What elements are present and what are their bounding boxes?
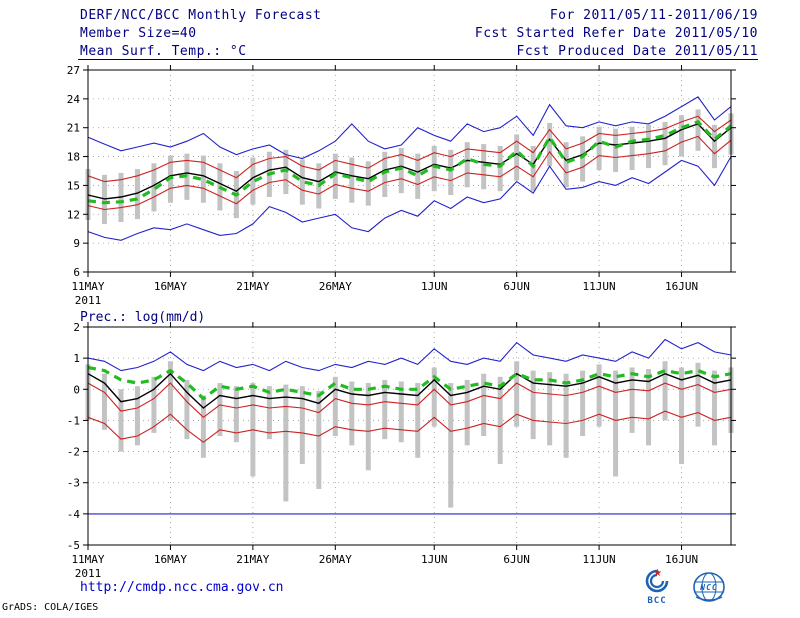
- svg-text:11MAY: 11MAY: [71, 280, 104, 293]
- svg-text:18: 18: [67, 151, 80, 164]
- source-url-link[interactable]: http://cmdp.ncc.cma.gov.cn: [80, 580, 284, 595]
- svg-text:16JUN: 16JUN: [665, 280, 698, 293]
- ncc-logo: NCC: [686, 571, 732, 607]
- svg-text:-2: -2: [67, 446, 80, 459]
- bcc-swirl-icon: [645, 568, 669, 593]
- svg-text:2011: 2011: [75, 294, 102, 307]
- variable-label: Mean Surf. Temp.: °C: [80, 44, 247, 59]
- svg-text:6: 6: [73, 266, 80, 279]
- member-size-label: Member Size=40: [80, 26, 197, 41]
- temperature-chart: 6 9 12 15 18 21 24 27 11MAY 16MAY 21MAY 26MAY 1JUN 6J…: [67, 64, 736, 307]
- svg-text:21MAY: 21MAY: [236, 280, 269, 293]
- svg-text:16MAY: 16MAY: [154, 553, 187, 566]
- svg-text:12: 12: [67, 208, 80, 221]
- svg-text:-1: -1: [67, 414, 80, 427]
- svg-text:21: 21: [67, 122, 80, 135]
- svg-text:-5: -5: [67, 539, 80, 552]
- svg-text:11JUN: 11JUN: [583, 553, 616, 566]
- svg-text:15: 15: [67, 179, 80, 192]
- svg-text:1JUN: 1JUN: [421, 280, 448, 293]
- svg-text:6JUN: 6JUN: [503, 553, 529, 566]
- svg-text:16MAY: 16MAY: [154, 280, 187, 293]
- svg-text:11MAY: 11MAY: [71, 553, 104, 566]
- svg-text:21MAY: 21MAY: [236, 553, 269, 566]
- svg-text:27: 27: [67, 64, 80, 77]
- svg-text:24: 24: [67, 93, 81, 106]
- grads-credit: GrADS: COLA/IGES: [2, 602, 99, 613]
- ncc-logo-text: NCC: [700, 583, 718, 592]
- precipitation-chart: -5 -4 -3 -2 -1 0 1 2 11MAY 16MAY 21MAY 26MAY 1JUN 6JU…: [67, 321, 736, 580]
- forecast-range-label: For 2011/05/11-2011/06/19: [549, 8, 758, 23]
- svg-text:26MAY: 26MAY: [319, 553, 352, 566]
- svg-text:-4: -4: [67, 508, 81, 521]
- svg-text:1JUN: 1JUN: [421, 553, 448, 566]
- fcst-started-label: Fcst Started Refer Date 2011/05/10: [474, 26, 758, 41]
- svg-text:0: 0: [73, 383, 80, 396]
- svg-text:11JUN: 11JUN: [583, 280, 616, 293]
- svg-text:9: 9: [73, 237, 80, 250]
- header-divider: [78, 59, 758, 60]
- svg-text:1: 1: [73, 352, 80, 365]
- page-title: DERF/NCC/BCC Monthly Forecast: [80, 8, 322, 23]
- svg-text:16JUN: 16JUN: [665, 553, 698, 566]
- precip-panel-label: Prec.: log(mm/d): [80, 310, 206, 325]
- svg-text:6JUN: 6JUN: [503, 280, 529, 293]
- svg-text:-3: -3: [67, 477, 80, 490]
- svg-text:26MAY: 26MAY: [319, 280, 352, 293]
- fcst-produced-label: Fcst Produced Date 2011/05/11: [516, 44, 758, 59]
- svg-text:2: 2: [73, 321, 80, 334]
- svg-text:2011: 2011: [75, 567, 102, 580]
- ncc-globe-icon: [693, 572, 725, 602]
- bcc-logo: BCC: [634, 568, 680, 606]
- bcc-logo-text: BCC: [647, 596, 667, 606]
